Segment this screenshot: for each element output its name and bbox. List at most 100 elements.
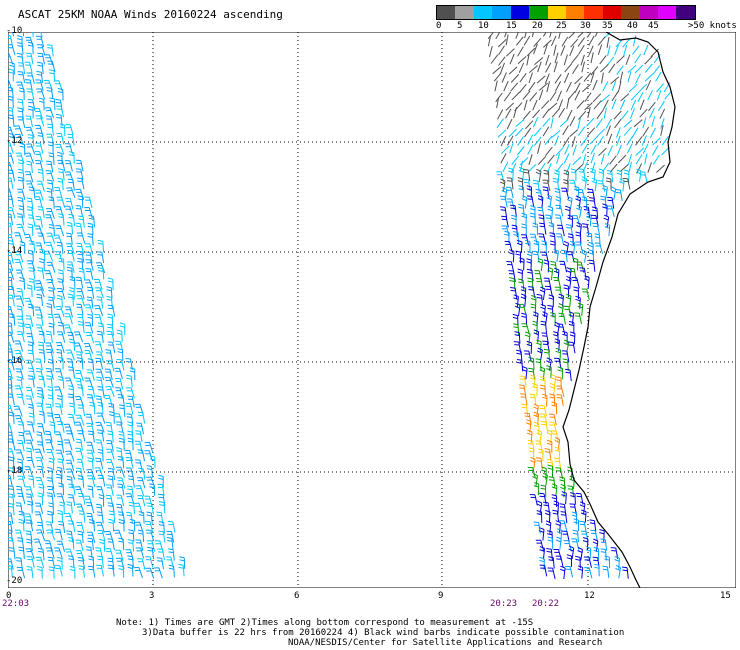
wind-barb bbox=[86, 296, 94, 309]
wind-barb bbox=[125, 467, 134, 480]
wind-barb bbox=[16, 566, 26, 579]
wind-barb bbox=[55, 342, 65, 354]
wind-barb bbox=[16, 315, 25, 328]
wind-barb bbox=[548, 102, 558, 111]
wind-barb bbox=[25, 439, 34, 452]
wind-barb bbox=[546, 163, 552, 174]
wind-barb bbox=[546, 458, 555, 471]
wind-barb bbox=[17, 492, 26, 505]
latitude-label: -18 bbox=[6, 466, 23, 476]
wind-barb bbox=[8, 520, 13, 533]
wind-barb bbox=[547, 536, 554, 550]
wind-barb bbox=[119, 404, 126, 417]
wind-barb bbox=[632, 45, 640, 55]
wind-barb bbox=[37, 132, 45, 145]
wind-barb bbox=[13, 405, 23, 417]
wind-barb bbox=[592, 556, 600, 569]
wind-barb bbox=[539, 405, 547, 417]
wind-barb bbox=[562, 137, 570, 147]
wind-barb bbox=[66, 501, 73, 514]
wind-barb bbox=[16, 287, 24, 300]
wind-barb bbox=[35, 115, 45, 127]
wind-barb bbox=[559, 260, 568, 273]
wind-barb bbox=[106, 295, 113, 309]
wind-barb bbox=[57, 177, 64, 191]
wind-barb bbox=[553, 331, 559, 345]
wind-barb bbox=[84, 322, 94, 334]
wind-barb bbox=[519, 375, 527, 388]
wind-barb bbox=[136, 422, 144, 435]
longitude-label: 15 bbox=[720, 591, 731, 601]
wind-barb bbox=[56, 105, 64, 118]
wind-barb bbox=[578, 168, 586, 181]
wind-barb bbox=[570, 38, 579, 48]
wind-barb bbox=[581, 249, 587, 263]
wind-map bbox=[8, 32, 736, 588]
wind-barb bbox=[78, 565, 85, 578]
wind-barb bbox=[508, 270, 516, 282]
wind-barb bbox=[37, 206, 45, 219]
wind-barb bbox=[48, 152, 55, 165]
wind-barb bbox=[119, 322, 126, 336]
wind-barb bbox=[9, 133, 15, 146]
wind-barb bbox=[87, 475, 96, 487]
wind-barb bbox=[527, 467, 536, 479]
wind-barb bbox=[32, 32, 34, 37]
wind-barb bbox=[64, 512, 74, 524]
wind-barb bbox=[575, 241, 584, 253]
wind-barb bbox=[24, 297, 34, 309]
wind-barb bbox=[593, 563, 600, 577]
wind-barb bbox=[114, 413, 123, 425]
wind-barb bbox=[26, 52, 34, 65]
wind-barb bbox=[615, 189, 623, 201]
wind-barb bbox=[8, 368, 13, 380]
wind-barb bbox=[598, 147, 607, 157]
wind-barb bbox=[539, 413, 548, 426]
wind-barb bbox=[54, 565, 63, 577]
wind-barb bbox=[545, 54, 550, 66]
wind-barb bbox=[16, 305, 24, 318]
wind-barb bbox=[75, 377, 83, 390]
wind-barb bbox=[542, 117, 551, 127]
wind-barb bbox=[555, 536, 562, 550]
wind-barb bbox=[48, 322, 55, 336]
wind-barb bbox=[517, 177, 524, 191]
wind-barb bbox=[555, 204, 564, 217]
wind-barb bbox=[551, 483, 558, 497]
wind-barb bbox=[87, 531, 96, 544]
colorbar-swatch bbox=[547, 6, 566, 19]
wind-barb bbox=[45, 547, 55, 559]
wind-barb bbox=[67, 178, 75, 191]
wind-barb bbox=[528, 72, 533, 84]
wind-barb bbox=[599, 529, 605, 542]
wind-barb bbox=[8, 502, 15, 516]
wind-barb bbox=[635, 154, 643, 165]
colorbar-swatch bbox=[584, 6, 603, 19]
wind-barb bbox=[525, 120, 534, 130]
wind-barb bbox=[554, 286, 563, 299]
wind-barb bbox=[528, 81, 536, 92]
colorbar-label: 15 bbox=[506, 21, 517, 31]
wind-barb bbox=[579, 520, 587, 533]
wind-barb bbox=[166, 537, 174, 550]
wind-barb bbox=[652, 137, 661, 146]
wind-barb bbox=[43, 250, 53, 262]
wind-barb bbox=[107, 564, 115, 577]
wind-barb bbox=[659, 108, 666, 119]
wind-barb bbox=[48, 566, 55, 579]
wind-barb bbox=[644, 73, 654, 82]
wind-barb bbox=[57, 458, 65, 471]
wind-barb bbox=[35, 35, 45, 48]
wind-barb bbox=[45, 439, 54, 451]
wind-barb bbox=[500, 153, 507, 164]
wind-barb bbox=[584, 102, 593, 111]
wind-barb bbox=[36, 70, 43, 84]
wind-barb bbox=[596, 128, 605, 138]
wind-barb bbox=[581, 143, 589, 154]
wind-barb bbox=[17, 98, 24, 111]
wind-barb bbox=[66, 261, 75, 273]
wind-barb bbox=[509, 142, 514, 154]
wind-barb bbox=[37, 565, 43, 579]
wind-barb bbox=[550, 117, 554, 129]
wind-barb bbox=[657, 101, 665, 111]
